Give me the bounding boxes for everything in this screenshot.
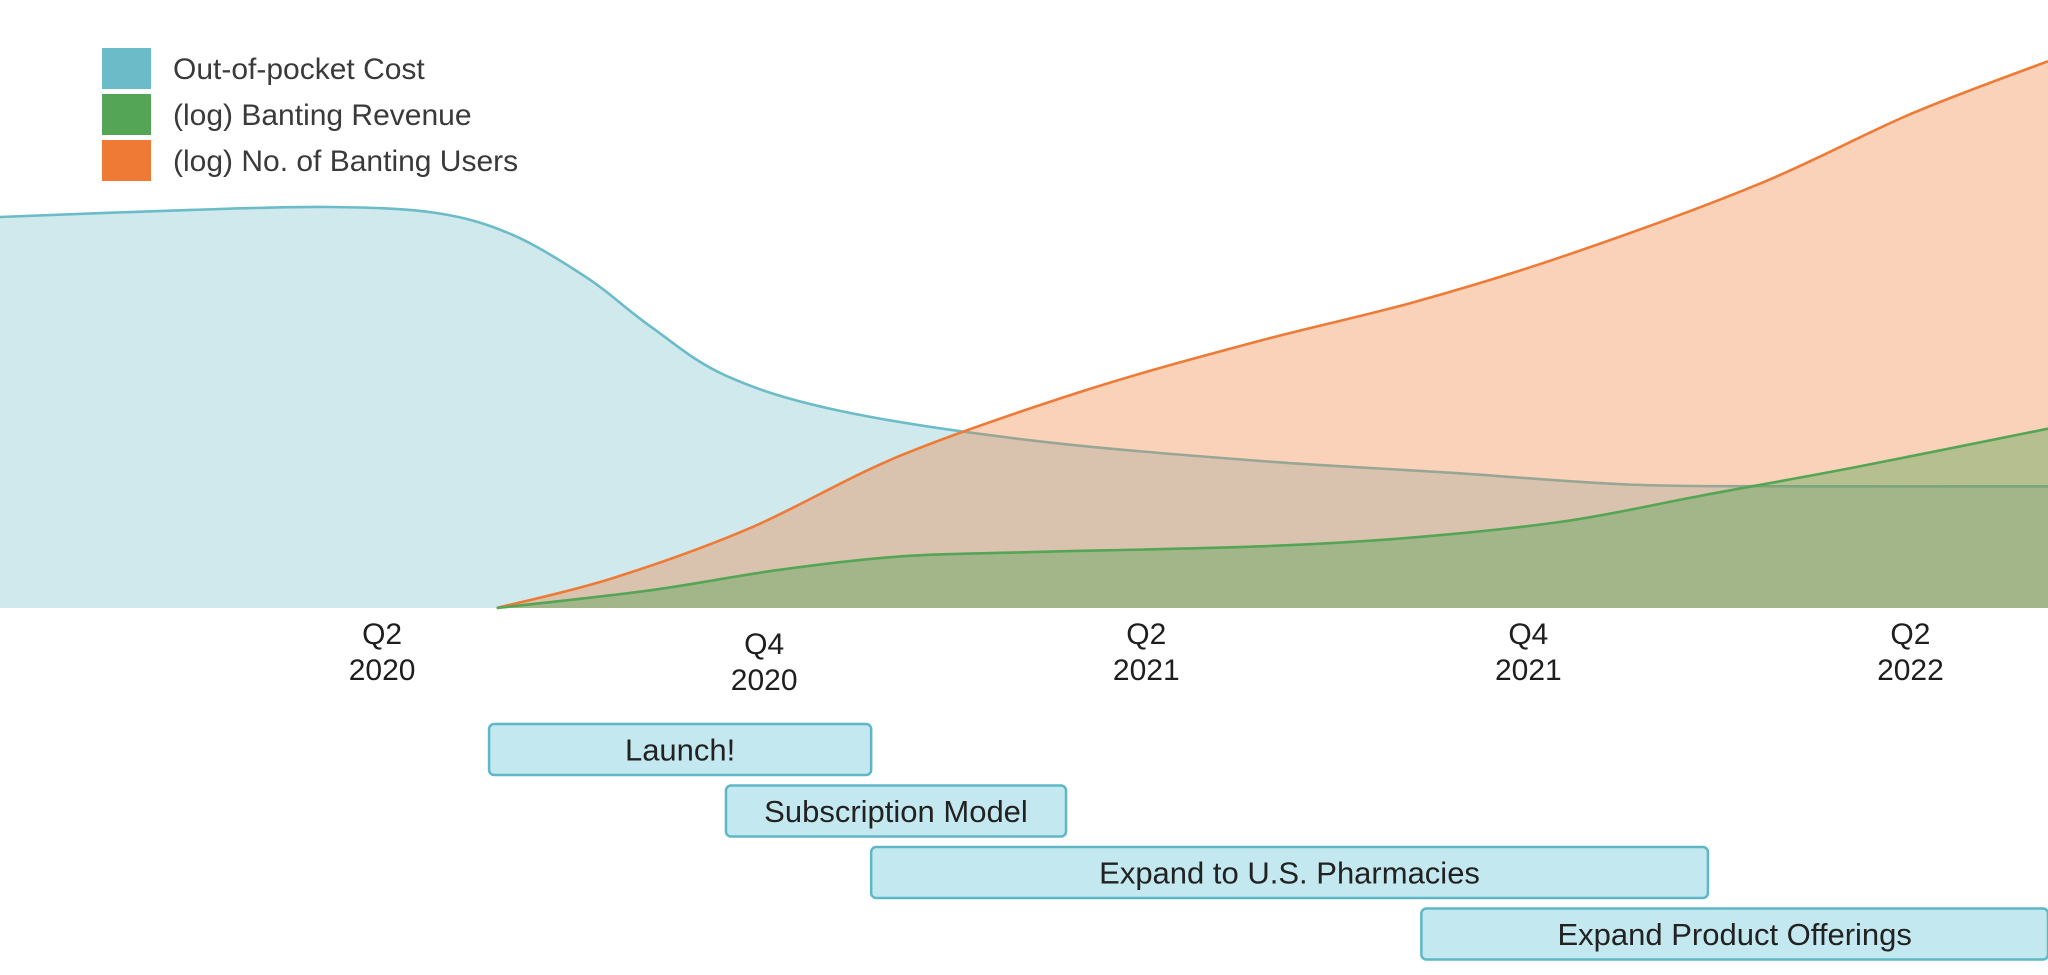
x-tick-quarter: Q2 <box>362 618 402 651</box>
milestone-bar: Subscription Model <box>724 784 1068 838</box>
line-revenue <box>496 427 2048 610</box>
milestone-bar: Expand Product Offerings <box>1420 907 2048 961</box>
milestone-label: Subscription Model <box>764 794 1028 829</box>
legend-label-users: (log) No. of Banting Users <box>173 145 518 178</box>
area-cost <box>0 206 2048 608</box>
line-users <box>496 59 2048 610</box>
x-tick-year: 2021 <box>1113 654 1180 687</box>
milestone-bar: Expand to U.S. Pharmacies <box>869 845 1710 900</box>
milestone-label: Expand Product Offerings <box>1557 917 1911 952</box>
legend-swatch-users <box>102 140 151 181</box>
x-tick-quarter: Q4 <box>744 628 784 661</box>
legend-label-cost: Out-of-pocket Cost <box>173 53 425 86</box>
legend-swatch-cost <box>102 48 151 89</box>
x-tick-year: 2020 <box>349 654 416 687</box>
x-tick-year: 2022 <box>1877 654 1944 687</box>
milestone-box <box>724 784 1068 838</box>
milestone-box <box>1420 907 2048 961</box>
milestone-bar: Launch! <box>487 722 873 777</box>
x-tick-quarter: Q4 <box>1508 618 1548 651</box>
x-tick-year: 2020 <box>731 664 798 697</box>
x-tick-year: 2021 <box>1495 654 1562 687</box>
legend-label-revenue: (log) Banting Revenue <box>173 99 472 132</box>
x-tick-quarter: Q2 <box>1890 618 1930 651</box>
milestone-label: Expand to U.S. Pharmacies <box>1099 856 1480 891</box>
legend-swatch-revenue <box>102 94 151 135</box>
line-cost <box>0 205 2048 488</box>
milestone-box <box>487 722 873 777</box>
milestone-timeline: Launch! Subscription Model Expand to U.S. … <box>487 722 2048 961</box>
x-tick-quarter: Q2 <box>1126 618 1166 651</box>
area-revenue <box>496 428 2048 608</box>
area-users <box>496 61 2048 608</box>
legend: Out-of-pocket Cost (log) Banting Revenue (… <box>102 48 518 181</box>
milestone-box <box>869 845 1710 900</box>
areas-layer <box>0 59 2048 610</box>
milestone-label: Launch! <box>625 733 735 768</box>
